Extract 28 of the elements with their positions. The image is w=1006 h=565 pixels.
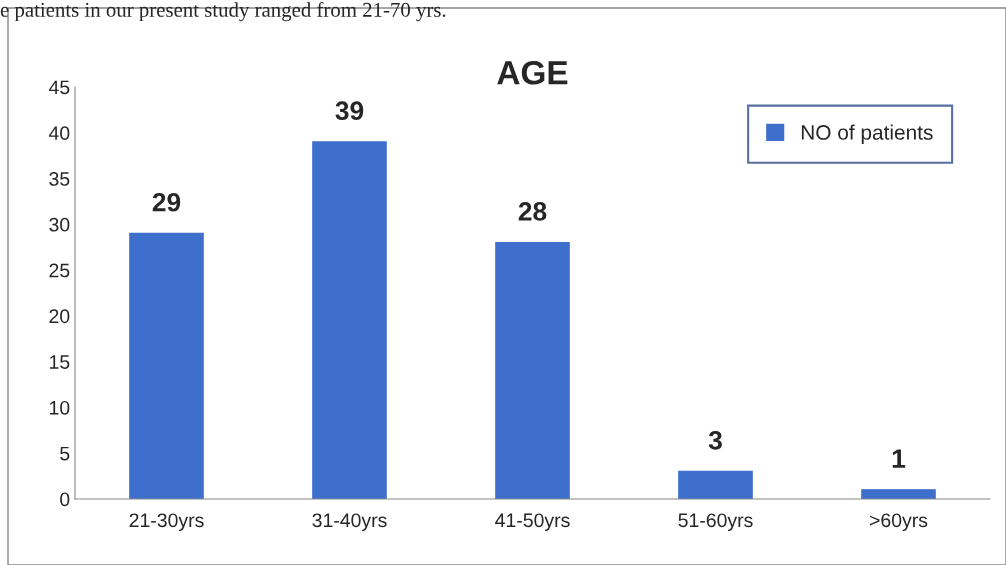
x-tick-label: 51-60yrs — [678, 513, 753, 532]
y-tick-label: 30 — [49, 217, 70, 232]
y-tick-label: 25 — [49, 263, 70, 278]
data-label: 29 — [152, 192, 181, 212]
y-tick-label: 5 — [60, 446, 70, 461]
text: e patients in our present study ranged from 21-70 yrs. — [0, 2, 446, 22]
y-tick-label: 15 — [50, 355, 70, 369]
bar — [312, 141, 387, 499]
bar — [129, 232, 204, 499]
y-tick-label: 40 — [48, 126, 70, 141]
legend-label: NO of patients — [801, 124, 933, 144]
bar — [495, 241, 570, 499]
y-tick-label: 45 — [48, 80, 70, 95]
x-tick-label: 41-50yrs — [495, 513, 570, 532]
y-tick-label: 10 — [50, 400, 70, 415]
data-label: 3 — [708, 430, 722, 450]
chart-title: AGE — [497, 60, 568, 85]
bar — [678, 470, 753, 499]
data-label: 28 — [518, 202, 547, 221]
x-tick-label: >60yrs — [870, 513, 928, 532]
y-tick-label: 20 — [49, 309, 70, 324]
bar — [861, 489, 936, 499]
x-tick-label: 31-40yrs — [312, 513, 387, 532]
y-tick-label: 0 — [60, 492, 70, 507]
data-label: 1 — [892, 449, 906, 468]
y-tick-label: 35 — [49, 172, 70, 186]
x-tick-label: 21-30yrs — [129, 513, 204, 532]
data-label: 39 — [335, 101, 364, 121]
